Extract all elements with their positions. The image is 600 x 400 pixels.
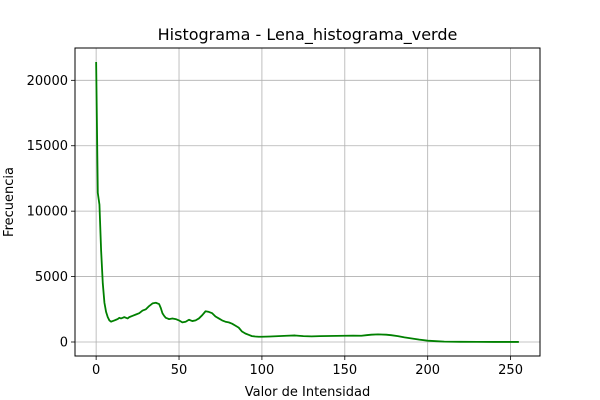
x-axis-label: Valor de Intensidad [245, 385, 371, 400]
chart-title: Histograma - Lena_histograma_verde [158, 25, 458, 45]
y-tick-label: 0 [60, 336, 68, 351]
x-tick-label: 0 [92, 363, 100, 378]
axes-frame [74, 47, 541, 357]
x-tick-label: 250 [498, 363, 523, 378]
plot-area [95, 61, 519, 343]
histogram-series-line [95, 61, 519, 343]
x-tick-label: 200 [415, 363, 440, 378]
y-axis-ticks: 0 5000 10000 15000 20000 [27, 74, 75, 351]
x-tick-label: 100 [249, 363, 274, 378]
y-tick-label: 10000 [27, 205, 68, 220]
x-tick-label: 50 [171, 363, 188, 378]
grid-lines [75, 48, 540, 356]
y-tick-label: 20000 [27, 74, 68, 89]
x-axis-ticks: 0 50 100 150 200 250 [92, 356, 523, 378]
y-tick-label: 15000 [27, 139, 68, 154]
y-tick-label: 5000 [35, 270, 68, 285]
y-axis-label: Frecuencia [2, 167, 17, 237]
x-tick-label: 150 [332, 363, 357, 378]
